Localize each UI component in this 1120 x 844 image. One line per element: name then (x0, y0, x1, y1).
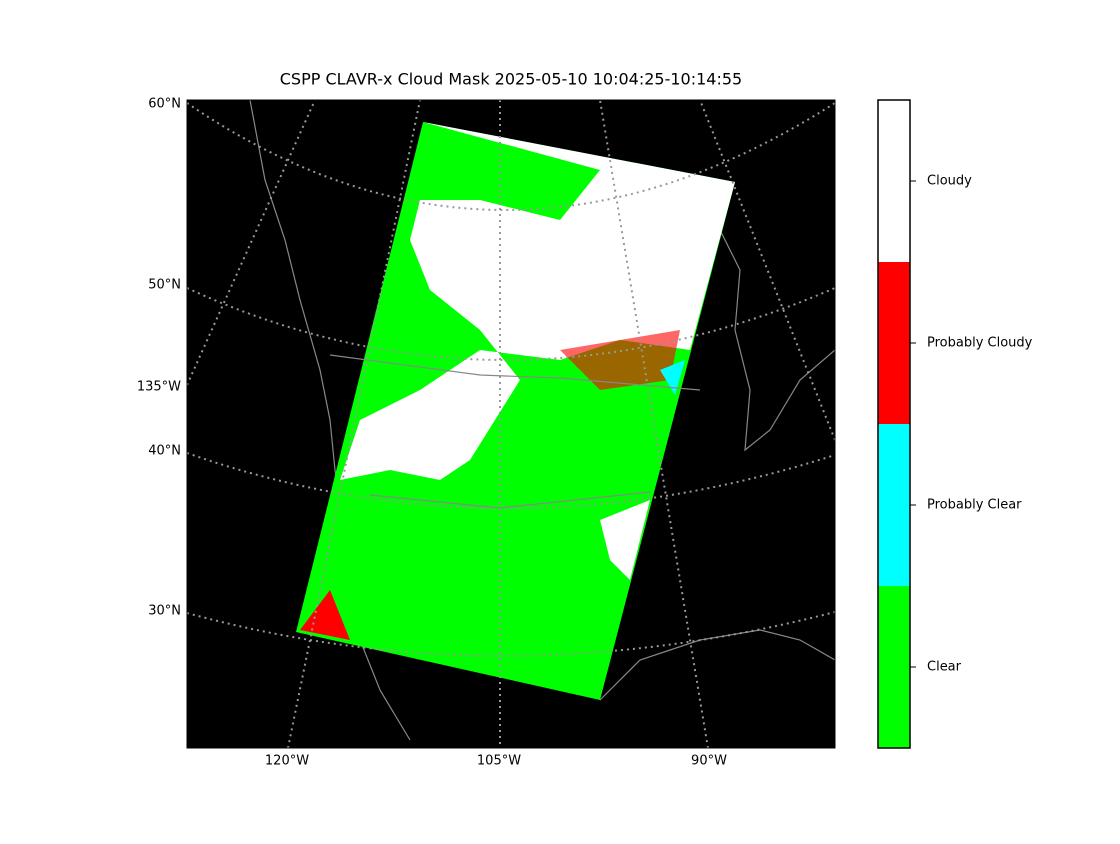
lat-label: 40°N (148, 444, 181, 459)
lon-label: 105°W (477, 754, 521, 769)
lat-label: 60°N (148, 97, 181, 112)
border (329, 354, 701, 509)
coastline (249, 100, 411, 741)
colorbar-segment (878, 586, 910, 748)
coastline (599, 629, 835, 701)
colorbar: Cloudy Probably Cloudy Probably Clear Clear (878, 100, 1033, 748)
graticule (187, 100, 835, 748)
colorbar-frame (877, 99, 911, 749)
colorbar-segment (878, 100, 910, 262)
coastline (719, 229, 835, 452)
axis-labels: 60°N 50°N 135°W 40°N 30°N 120°W 105°W 90°W (137, 97, 727, 769)
lat-label: 30°N (148, 604, 181, 619)
colorbar-segment (878, 262, 910, 424)
lat-label: 135°W (137, 380, 181, 395)
colorbar-label: Probably Clear (927, 498, 1022, 513)
lon-label: 90°W (691, 754, 727, 769)
colorbar-label: Cloudy (927, 174, 972, 189)
lon-label: 120°W (265, 754, 309, 769)
colorbar-label: Probably Cloudy (927, 336, 1033, 351)
swath-cloudy (600, 170, 710, 290)
swath-cloudy (600, 500, 650, 580)
swath-probably-clear (660, 360, 685, 395)
colorbar-segment (878, 424, 910, 586)
lat-label: 50°N (148, 278, 181, 293)
map-area (187, 100, 835, 748)
swath-probably-cloudy (300, 590, 350, 640)
map-title: CSPP CLAVR-x Cloud Mask 2025-05-10 10:04… (280, 70, 742, 89)
map-frame (186, 99, 836, 749)
colorbar-label: Clear (927, 660, 962, 675)
